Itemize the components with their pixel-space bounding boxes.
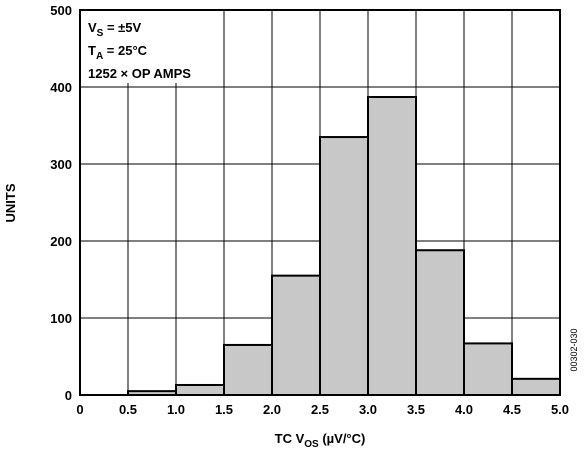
- y-tick-label: 500: [50, 3, 72, 18]
- annotation: 1252 × OP AMPS: [88, 66, 191, 81]
- bar: [463, 342, 513, 397]
- x-axis-label: TC VOS (µV/°C): [275, 431, 366, 450]
- x-tick-label: 0.5: [119, 402, 137, 417]
- bar: [223, 343, 273, 397]
- plot-frame: [79, 9, 561, 396]
- x-tick-label: 4.5: [503, 402, 521, 417]
- annotation-box: [81, 11, 221, 83]
- x-label-sub: OS: [304, 439, 319, 450]
- x-tick-label: 1.0: [167, 402, 185, 417]
- annotation-main: 1252 × OP AMPS: [88, 66, 191, 81]
- x-tick-label: 2.5: [311, 402, 329, 417]
- y-axis-label: UNITS: [3, 183, 18, 222]
- figure-id: 00302-030: [569, 328, 579, 371]
- annotation: VS = ±5V: [88, 20, 142, 39]
- bar: [319, 136, 369, 397]
- x-tick-label: 3.0: [359, 402, 377, 417]
- x-tick-label: 5.0: [551, 402, 569, 417]
- annotation-tail: = ±5V: [103, 20, 141, 35]
- annotation-main: V: [88, 20, 97, 35]
- y-tick-label: 300: [50, 157, 72, 172]
- annotation-sub: S: [97, 28, 104, 39]
- x-tick-label: 3.5: [407, 402, 425, 417]
- x-label-tail: (µV/°C): [319, 431, 366, 446]
- annotation: TA = 25°C: [88, 43, 148, 62]
- y-tick-label: 0: [65, 388, 72, 403]
- bar: [367, 96, 417, 396]
- x-tick-label: 0: [76, 402, 83, 417]
- y-tick-label: 100: [50, 311, 72, 326]
- x-tick-label: 2.0: [263, 402, 281, 417]
- bar: [271, 274, 321, 396]
- bar: [415, 249, 465, 396]
- annotation-sub: A: [96, 51, 103, 62]
- x-tick-label: 1.5: [215, 402, 233, 417]
- x-label-main: TC V: [275, 431, 305, 446]
- y-tick-label: 400: [50, 80, 72, 95]
- bar: [175, 383, 225, 396]
- annotation-tail: = 25°C: [103, 43, 147, 58]
- bar: [511, 377, 561, 396]
- annotation-main: T: [88, 43, 96, 58]
- x-tick-label: 4.0: [455, 402, 473, 417]
- y-tick-label: 200: [50, 234, 72, 249]
